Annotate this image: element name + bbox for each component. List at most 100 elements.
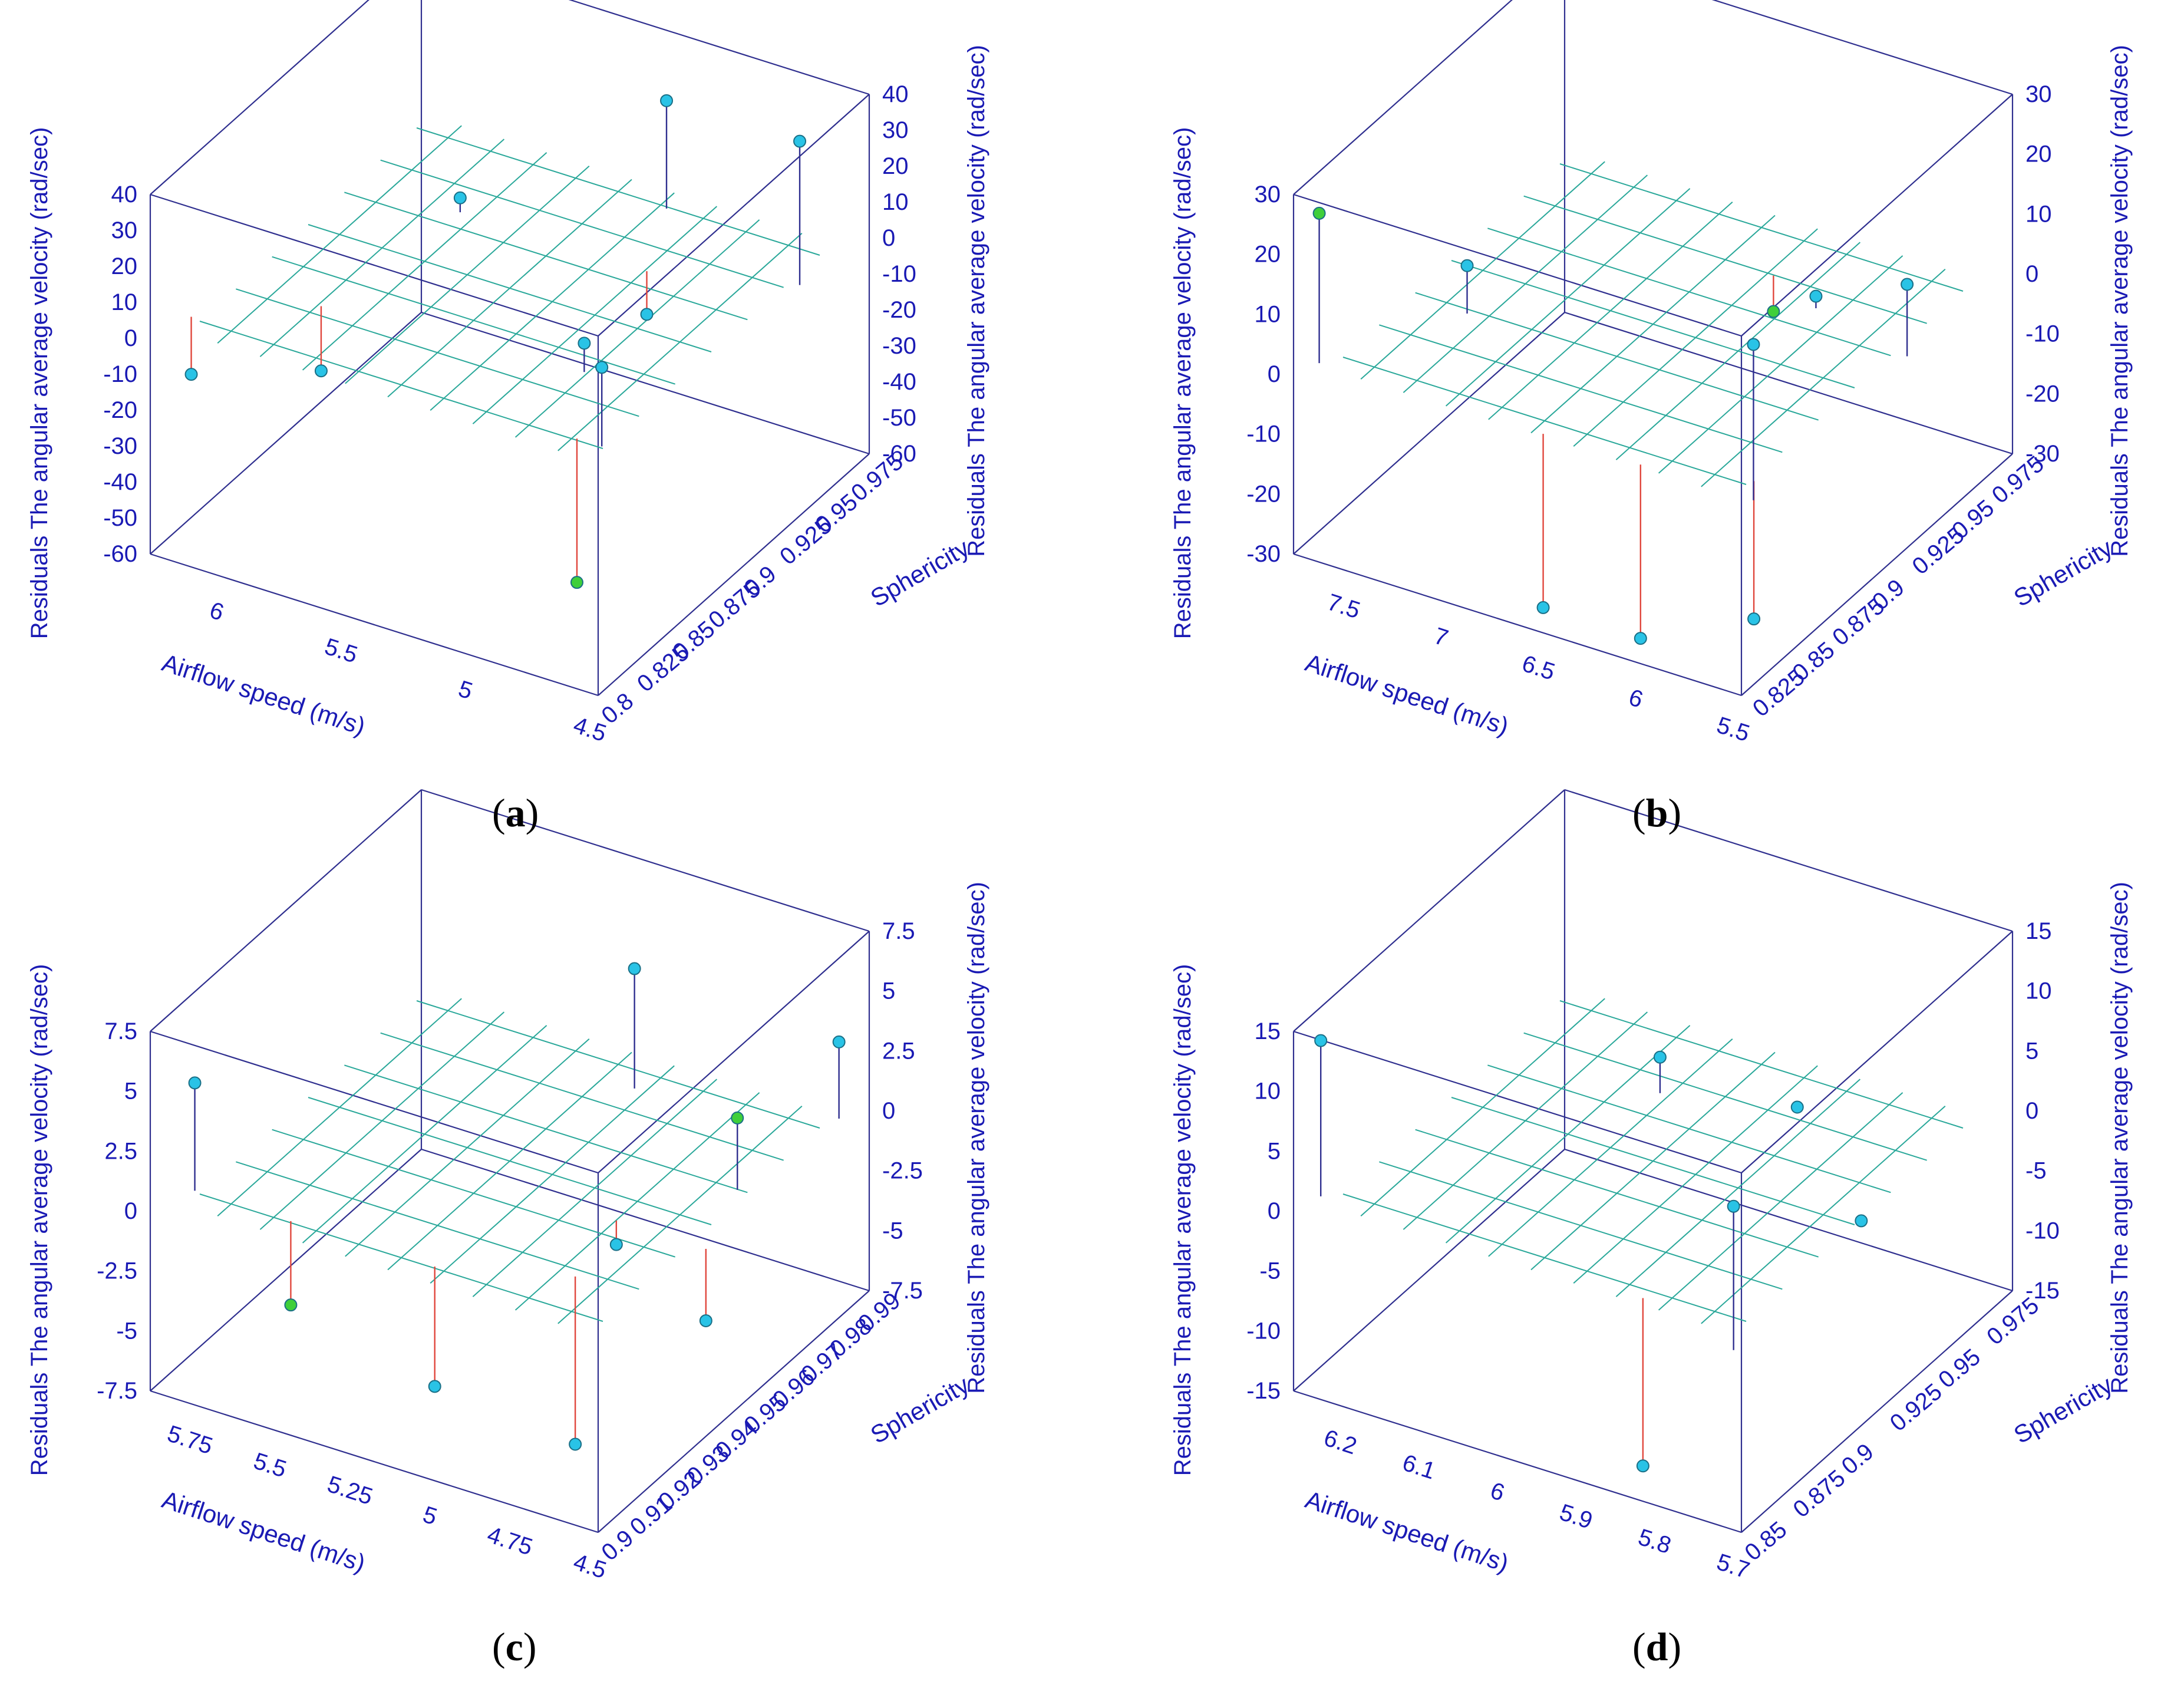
z-tick-label-right: -20 [882,297,916,323]
zero-plane-gridline [1523,1032,1927,1161]
z-tick-label-left: 7.5 [104,1018,137,1044]
data-point [284,1298,298,1312]
box-edge [150,553,599,697]
z-tick-label-left: 40 [111,182,138,207]
box-edge [598,453,870,696]
x-tick-label: 5.5 [1714,712,1753,747]
z-tick-label-left: 0 [1268,1198,1281,1224]
data-point [570,576,583,589]
z-tick-label-left: -10 [1246,1318,1281,1344]
z-tick-label-right: 20 [2025,141,2052,167]
panel-label-d: (d) [1632,1624,1682,1669]
z-tick-label-right: 15 [2025,918,2052,944]
zero-plane-gridline [1451,1097,1855,1225]
z-tick-label-right: -2.5 [882,1158,923,1184]
zero-plane-gridline [1379,324,1783,453]
data-point [832,1035,846,1048]
z-tick-label-left: 5 [124,1079,137,1104]
z-tick-label-right: 30 [882,117,909,143]
z-tick-label-left: 30 [1255,182,1281,207]
z-tick-label-right: -30 [882,333,916,359]
data-point [731,1111,744,1125]
y-axis-label: Sphericity [866,533,974,612]
z-tick-label-right: 10 [882,189,909,215]
box-edge [150,789,422,1032]
data-point [184,368,198,381]
data-point [628,962,641,975]
y-tick-label: 0.95 [1934,1344,1985,1393]
y-axis-label: Sphericity [866,1370,974,1449]
box-edge [1293,1030,1742,1174]
box-edge [1293,1390,1742,1534]
box-edge [1711,0,2013,95]
z-tick-label-right: 20 [882,153,909,179]
box-edge [150,1030,599,1174]
data-point [314,364,328,378]
zero-plane-gridline [1487,227,1891,357]
x-tick-label: 7.5 [1324,589,1363,624]
z-tick-label-right: -30 [2025,441,2060,467]
x-tick-label: 5.75 [164,1420,216,1459]
data-point [569,1437,582,1451]
x-tick-label: 6 [1487,1478,1508,1506]
z-tick-label-left: -2.5 [97,1258,137,1284]
z-tick-label-left: 5 [1268,1138,1281,1164]
zero-plane-gridline [1342,357,1747,485]
x-axis-label: Airflow speed (m/s) [1302,1485,1512,1577]
z-tick-label-left: -60 [103,541,137,567]
data-point [1653,1050,1667,1064]
data-point [699,1314,712,1327]
z-tick-label-right: 5 [2025,1038,2038,1064]
x-tick-label: 6 [206,597,227,626]
y-tick-label: 0.9 [1837,1439,1879,1479]
panel-label-a: (a) [492,790,539,835]
z-tick-label-right: -20 [2025,381,2060,407]
panel-label-b: (b) [1632,790,1682,835]
x-axis-label: Airflow speed (m/s) [1302,648,1512,740]
box-edge [1293,789,1565,1032]
zero-plane-gridline [344,1064,748,1193]
z-tick-label-left: -40 [103,469,137,495]
box-edge [150,1390,599,1534]
x-tick-label: 6.2 [1321,1425,1360,1460]
z-tick-label-left: -7.5 [97,1378,137,1404]
z-tick-label-left: -30 [1246,541,1281,567]
box-edge [598,931,870,1173]
z-tick-label-right: -5 [882,1218,903,1244]
zero-plane-gridline [199,1193,603,1322]
x-tick-label: 5 [456,676,476,705]
zero-plane-gridline [1559,1000,1964,1129]
z-tick-label-left: -15 [1246,1378,1281,1404]
z-tick-label-left: -10 [103,361,137,387]
z-tick-label-right: 30 [2025,81,2052,107]
y-axis-label: Sphericity [2009,1370,2117,1449]
z-tick-label-left: -10 [1246,421,1281,447]
z-tick-label-right: -50 [882,405,916,431]
z-axis-label-right: Residuals The angular average velocity (… [2107,45,2133,557]
z-tick-label-right: 7.5 [882,918,915,944]
z-axis-label-left: Residuals The angular average velocity (… [1170,127,1196,639]
z-tick-label-right: -10 [2025,321,2060,347]
x-tick-label: 5 [420,1502,440,1531]
box-edge [598,94,870,337]
zero-plane-gridline [1451,260,1855,388]
zero-plane-gridline [199,321,603,449]
z-tick-label-right: -15 [2025,1278,2060,1304]
box-edge [421,1148,870,1292]
box-edge [150,0,370,195]
data-point [428,1380,441,1393]
z-tick-label-right: 10 [2025,978,2052,1004]
data-point [1790,1100,1804,1114]
z-tick-label-right: -5 [2025,1158,2047,1184]
data-point [640,308,654,321]
z-tick-label-left: 0 [124,1198,137,1224]
zero-plane-gridline [1342,1193,1747,1322]
z-tick-label-left: 20 [1255,242,1281,268]
zero-plane-gridline [380,159,784,288]
z-tick-label-right: 0 [2025,261,2038,287]
data-point [1536,601,1550,614]
box-edge [1293,193,1742,337]
z-axis-label-right: Residuals The angular average velocity (… [964,45,989,557]
box-edge [421,311,870,455]
data-point [1634,632,1647,645]
